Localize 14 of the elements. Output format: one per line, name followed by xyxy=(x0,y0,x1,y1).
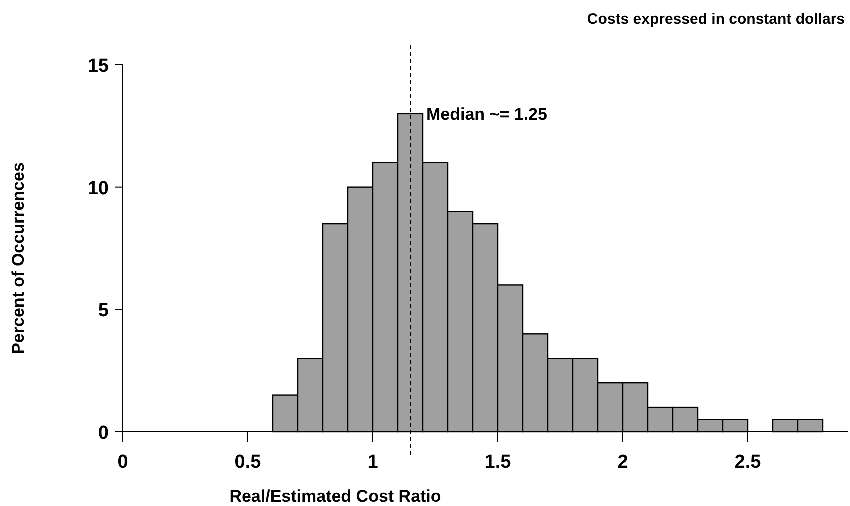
x-axis-title: Real/Estimated Cost Ratio xyxy=(230,487,442,506)
y-tick-label: 5 xyxy=(98,300,110,322)
y-tick-label: 0 xyxy=(98,423,109,444)
x-tick-label: 2.5 xyxy=(734,452,762,473)
annotation: Median ~= 1.25 xyxy=(426,104,548,124)
x-tick-label: 0 xyxy=(118,452,128,473)
x-tick-label: 0.5 xyxy=(234,452,262,473)
y-tick-label: 15 xyxy=(88,56,110,77)
y-axis-title: Percent of Occurrences xyxy=(9,162,28,354)
x-tick-label: 1.5 xyxy=(484,452,512,473)
y-tick-label: 10 xyxy=(88,178,109,200)
x-tick-label: 1 xyxy=(368,452,379,473)
x-tick-label: 2 xyxy=(618,452,628,473)
chart-title: Costs expressed in constant dollars xyxy=(587,11,845,28)
